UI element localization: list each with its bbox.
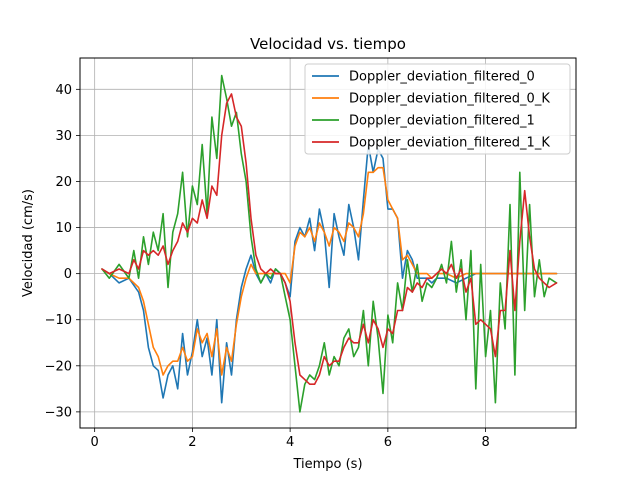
x-axis-label: Tiempo (s) bbox=[292, 457, 362, 472]
x-tick-label: 8 bbox=[481, 435, 489, 450]
legend-label-2: Doppler_deviation_filtered_1 bbox=[349, 114, 535, 129]
series-line-3 bbox=[101, 93, 558, 386]
y-tick-label: −30 bbox=[45, 405, 72, 420]
legend: Doppler_deviation_filtered_0 Doppler_devi… bbox=[304, 63, 571, 155]
chart-title: Velocidad vs. tiempo bbox=[250, 35, 406, 53]
y-tick-label: 0 bbox=[64, 267, 72, 282]
x-tick-label: 6 bbox=[384, 435, 392, 450]
series-layer bbox=[101, 74, 558, 413]
legend-box bbox=[304, 63, 571, 155]
y-tick-label: −20 bbox=[45, 359, 72, 374]
legend-label-1: Doppler_deviation_filtered_0_K bbox=[349, 92, 550, 107]
y-tick-label: 40 bbox=[55, 83, 72, 98]
legend-label-3: Doppler_deviation_filtered_1_K bbox=[349, 136, 550, 151]
y-tick-label: 10 bbox=[55, 221, 72, 236]
legend-label-0: Doppler_deviation_filtered_0 bbox=[349, 70, 535, 85]
x-tick-label: 2 bbox=[188, 435, 196, 450]
plot-frame bbox=[79, 57, 577, 429]
x-tick-label: 4 bbox=[286, 435, 294, 450]
y-tick-label: 30 bbox=[55, 129, 72, 144]
series-line-2 bbox=[101, 74, 558, 413]
y-tick-label: 20 bbox=[55, 175, 72, 190]
y-axis-ticks: −30 −20 −10 0 10 20 30 40 bbox=[45, 83, 80, 420]
y-tick-label: −10 bbox=[45, 313, 72, 328]
y-axis-label: Velocidad (cm/s) bbox=[21, 189, 36, 297]
x-axis-ticks: 0 2 4 6 8 bbox=[91, 428, 490, 450]
x-tick-label: 0 bbox=[91, 435, 99, 450]
series-line-0 bbox=[101, 143, 558, 404]
